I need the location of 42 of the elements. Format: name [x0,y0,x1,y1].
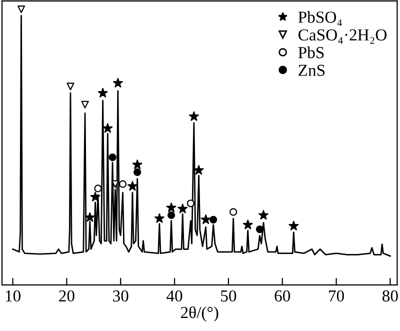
x-tick-label: 30 [113,290,128,302]
point [188,111,199,121]
point [17,5,26,14]
point [258,210,268,220]
point [84,212,95,222]
point [118,180,127,188]
point [132,160,142,170]
x-tick-label: 20 [59,290,74,302]
legend-label: PbS [298,46,324,58]
legend-label: PbSO₄ [298,11,342,26]
point [111,180,120,188]
point [154,213,164,223]
x-tick-label: 60 [274,290,290,302]
legend-label: ZnS [298,64,325,76]
x-tick-label: 10 [6,290,20,302]
x-axis-title: 2θ/(°) [180,306,218,322]
point [194,165,204,175]
point [98,88,108,98]
point [166,202,176,212]
point [167,211,176,220]
point [134,168,142,176]
point [108,154,116,162]
point [186,200,195,208]
x-tick-label: 80 [382,290,398,302]
point [66,82,74,90]
x-tick-label: 70 [329,290,344,302]
point [81,100,89,108]
legend-label: CaSO₄·2H₂O [298,29,387,44]
point [90,192,100,202]
point [178,204,188,214]
point [200,214,211,224]
point [210,216,218,224]
point [112,78,123,88]
x-tick-label: 40 [166,290,182,302]
x-tick-label: 50 [221,290,236,302]
point [256,225,264,234]
point [229,208,238,216]
point [242,220,253,230]
point [94,184,102,192]
point [102,123,113,133]
point [288,220,299,230]
point [127,181,138,191]
